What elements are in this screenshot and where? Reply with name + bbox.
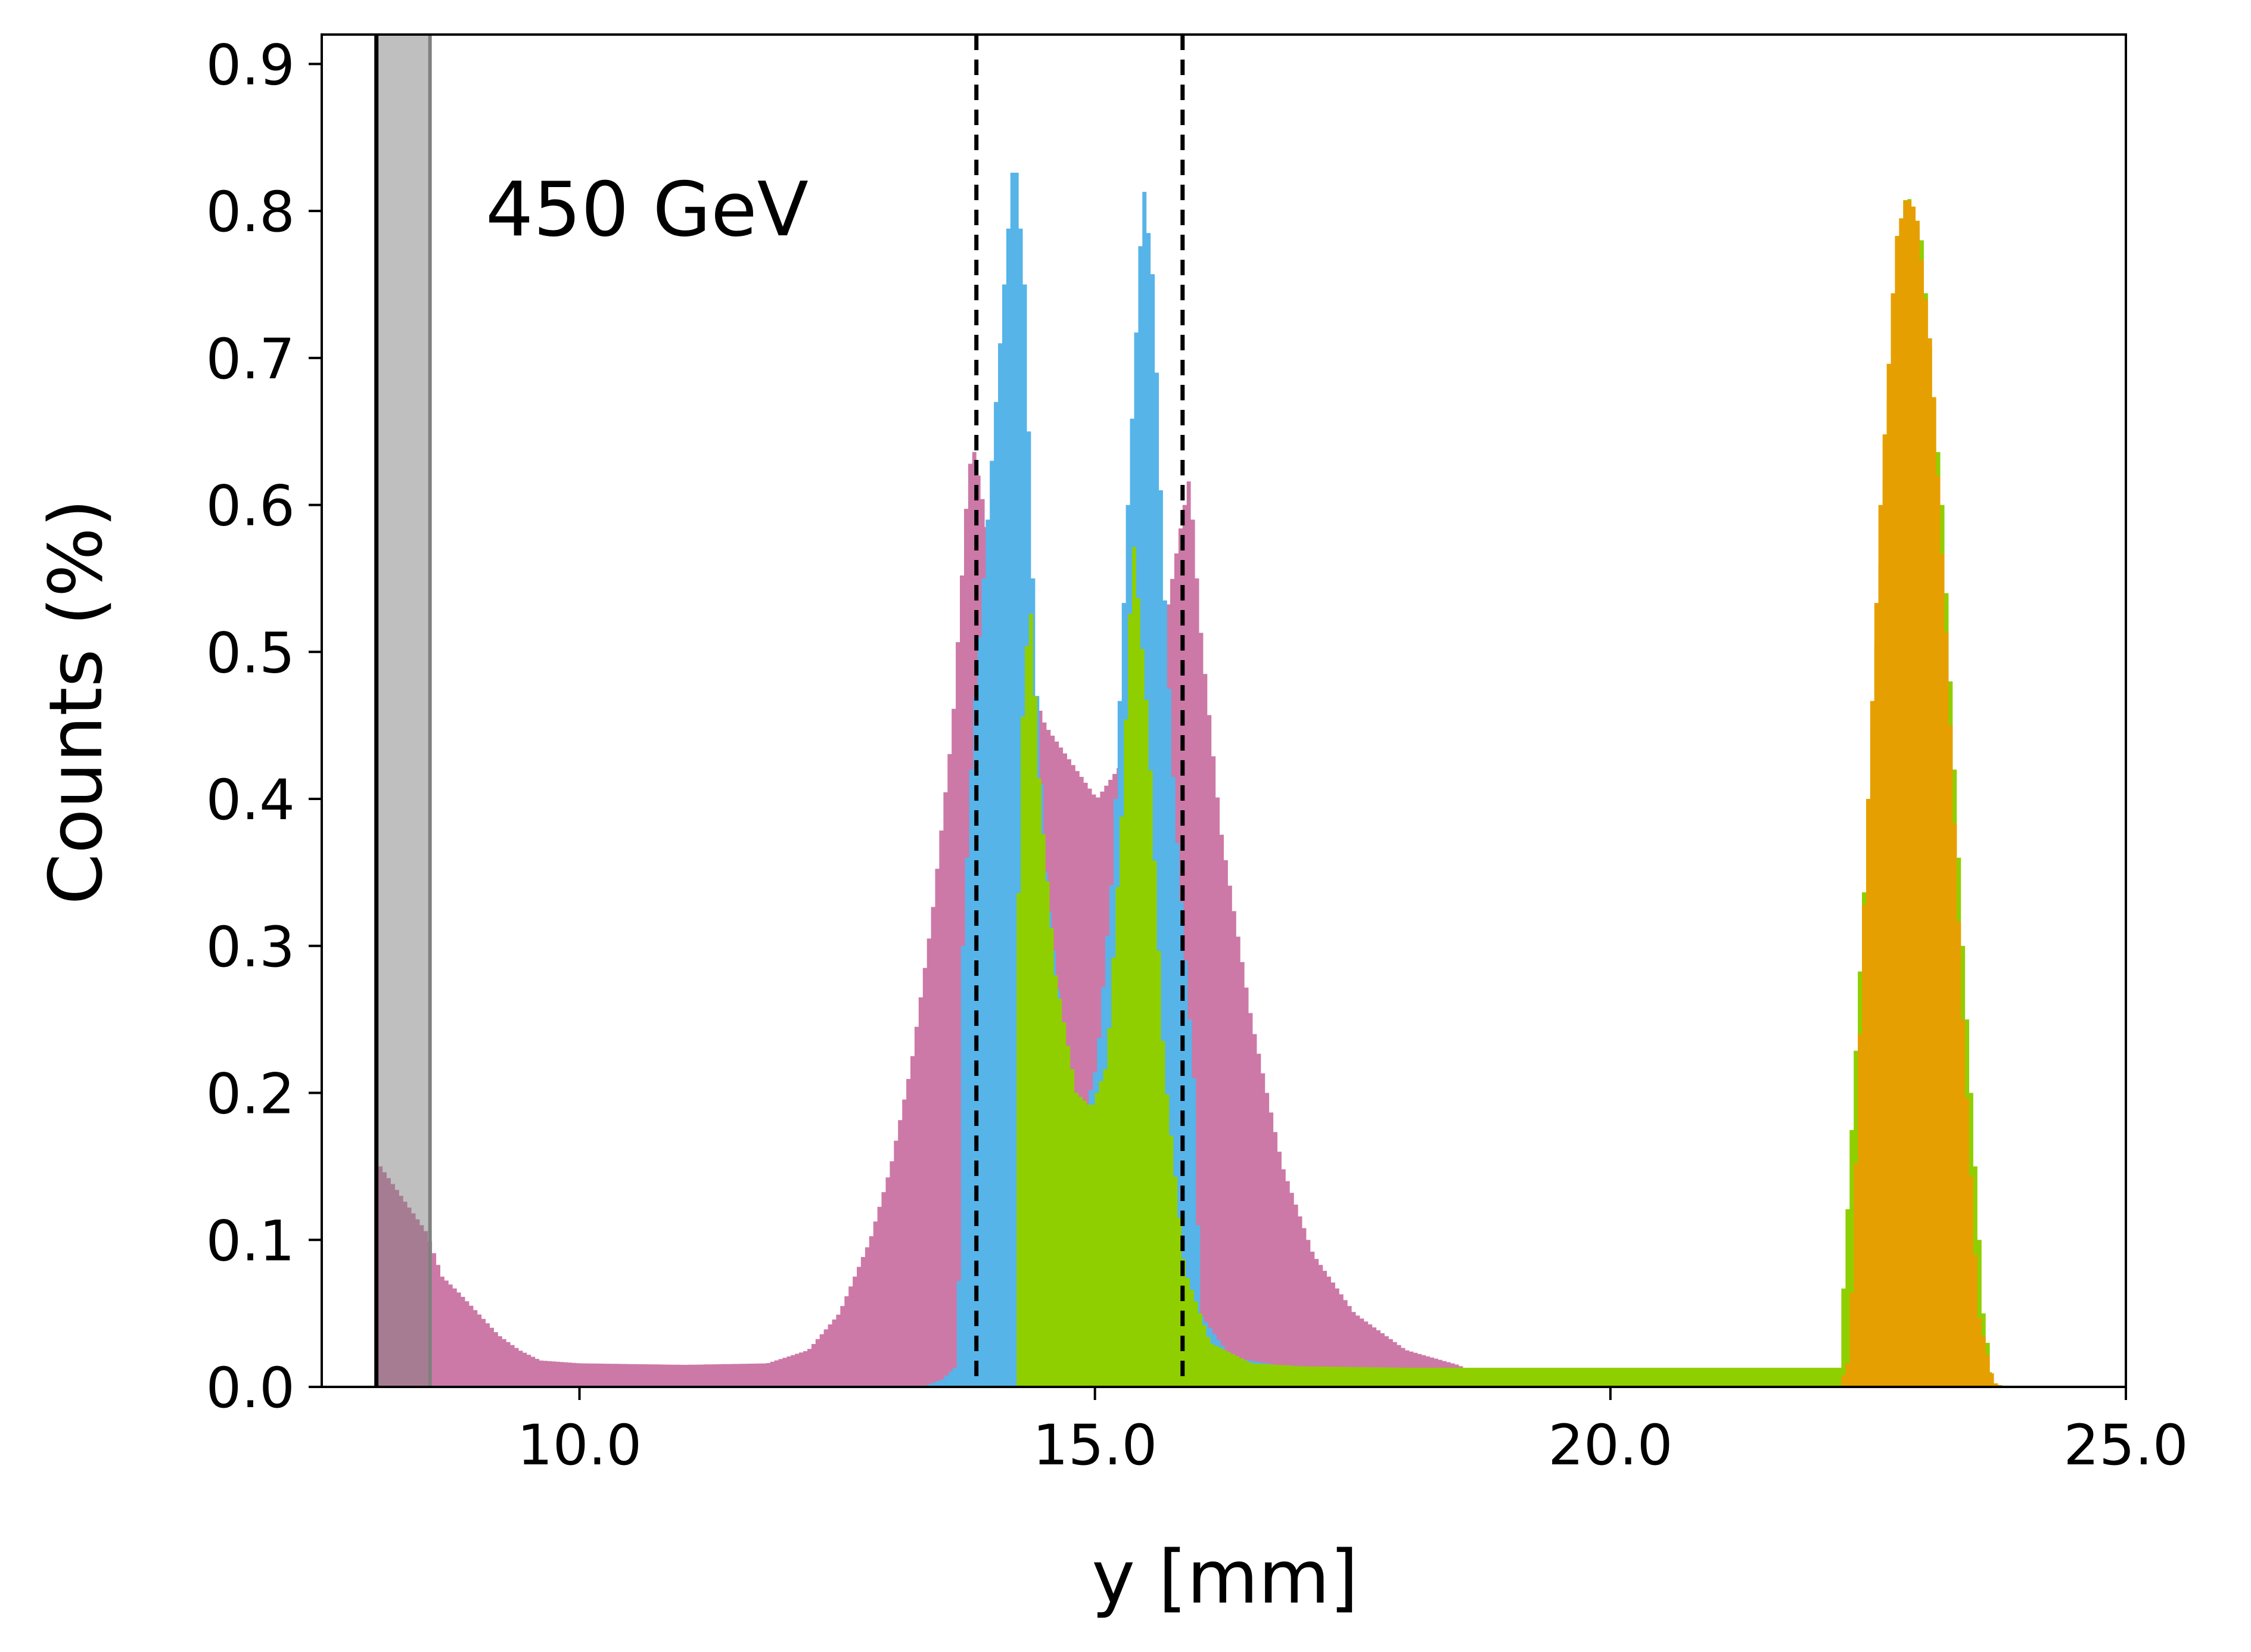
y-tick-label: 0.1 (206, 1209, 296, 1274)
plot-area: 10.0 15.0 20.0 25.0 0.0 0.1 0.2 0.3 0.4 0.5 0.6 0.7… (206, 33, 2188, 1478)
y-tick-label: 0.3 (206, 915, 296, 980)
x-tick-label: 15.0 (1033, 1413, 1157, 1478)
y-tick-label: 0.2 (206, 1062, 296, 1127)
y-tick-label: 0.0 (206, 1356, 296, 1421)
energy-annotation: 450 GeV (486, 166, 809, 253)
shaded-band (376, 35, 430, 1387)
y-tick-label: 0.5 (206, 621, 296, 686)
histogram-series-1 (378, 452, 1507, 1387)
y-tick-label: 0.7 (206, 327, 296, 392)
y-axis-label: Counts (%) (34, 499, 119, 904)
y-tick-label: 0.4 (206, 768, 296, 833)
y-tick-label: 0.6 (206, 474, 296, 539)
y-tick-label: 0.9 (206, 33, 296, 98)
x-tick-label: 10.0 (517, 1413, 642, 1478)
y-tick-label: 0.8 (206, 180, 296, 245)
histogram-series-4 (1837, 200, 2003, 1387)
x-axis-label: y [mm] (1092, 1535, 1358, 1620)
x-tick-label: 20.0 (1548, 1413, 1672, 1478)
x-tick-label: 25.0 (2063, 1413, 2188, 1478)
plot-frame (321, 33, 2127, 1388)
